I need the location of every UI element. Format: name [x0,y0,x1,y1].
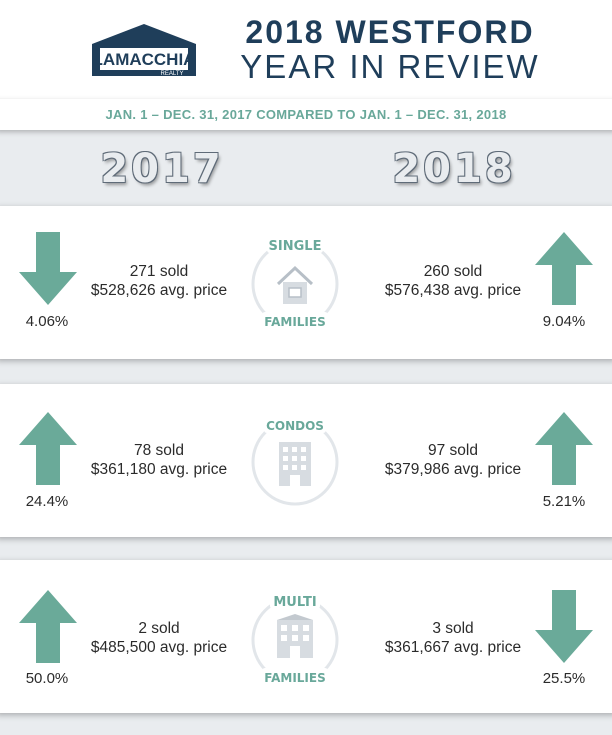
sold-2017-single: 271 sold [129,263,189,280]
single-families-badge: SINGLE FAMILIES [251,235,339,330]
apartment-icon [277,614,313,658]
badge-label-families-1: FAMILIES [264,315,325,329]
up-arrow-icon [535,232,593,305]
price-2017-condos: $361,180 avg. price [90,461,228,478]
pct-2017-condos: 24.4% [25,493,69,510]
logo-text: LAMACCHIA [93,50,196,69]
page-title: 2018 WESTFORD [245,14,535,50]
sold-2018-condos: 97 sold [428,442,478,459]
lamacchia-logo: LAMACCHIA REALTY [92,24,196,77]
year-label-right: 2018 [392,146,516,192]
logo-subtext: REALTY [161,71,184,77]
house-icon [276,265,314,304]
condos-badge: CONDOS [251,415,339,506]
pct-2017-single: 4.06% [25,313,69,330]
date-range-text: JAN. 1 – DEC. 31, 2017 COMPARED TO JAN. … [105,107,507,122]
sold-2018-single: 260 sold [423,263,483,280]
sold-2018-multi: 3 sold [432,620,474,637]
down-arrow-icon [535,590,593,663]
building-icon [279,442,311,486]
badge-label-multi: MULTI [273,595,316,610]
pct-2017-multi: 50.0% [25,670,69,687]
pct-2018-condos: 5.21% [542,493,586,510]
badge-label-single: SINGLE [269,239,322,254]
price-2018-multi: $361,667 avg. price [384,639,522,656]
price-2017-multi: $485,500 avg. price [90,639,228,656]
year-label-left: 2017 [100,146,224,192]
multi-families-badge: MULTI FAMILIES [251,591,339,686]
date-range-band: JAN. 1 – DEC. 31, 2017 COMPARED TO JAN. … [0,99,612,130]
price-2018-condos: $379,986 avg. price [384,461,522,478]
badge-label-condos: CONDOS [266,419,324,433]
pct-2018-single: 9.04% [542,313,586,330]
up-arrow-icon [535,412,593,485]
badge-label-families-2: FAMILIES [264,671,325,685]
price-2018-single: $576,438 avg. price [384,282,522,299]
down-arrow-icon [19,232,77,305]
pct-2018-multi: 25.5% [542,670,586,687]
up-arrow-icon [19,590,77,663]
price-2017-single: $528,626 avg. price [90,282,228,299]
page-subtitle: YEAR IN REVIEW [240,48,540,85]
sold-2017-multi: 2 sold [138,620,180,637]
sold-2017-condos: 78 sold [134,442,184,459]
up-arrow-icon [19,412,77,485]
